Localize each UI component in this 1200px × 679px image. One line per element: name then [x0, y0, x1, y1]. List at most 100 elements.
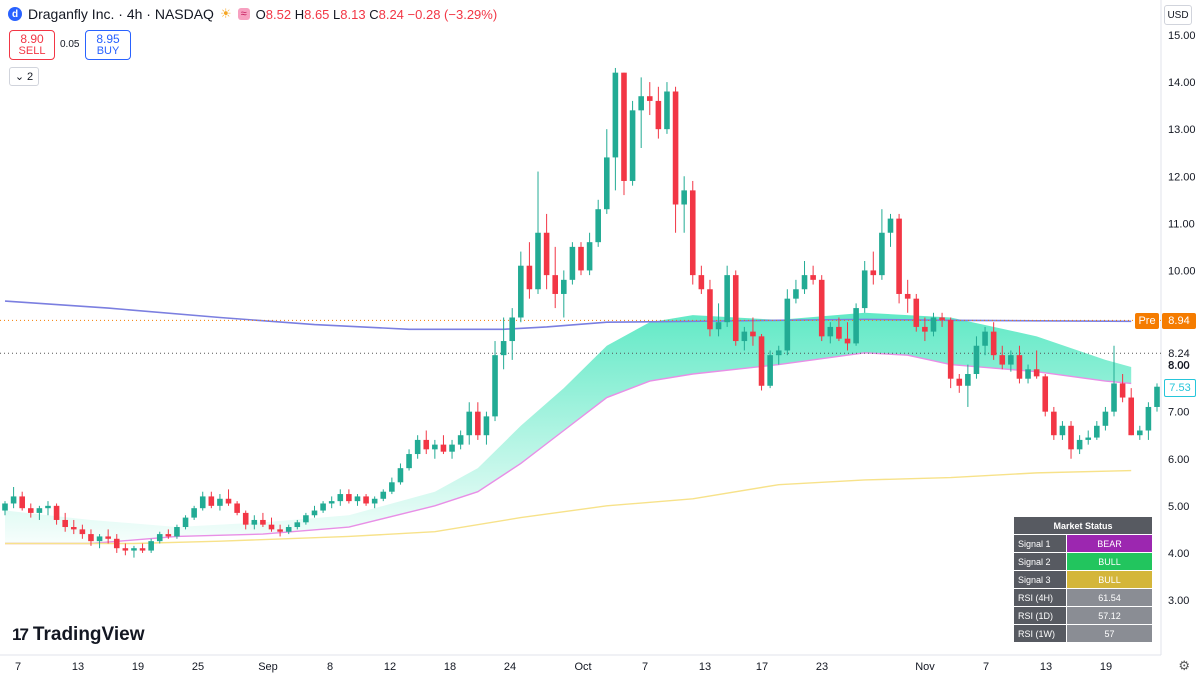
- status-value: BEAR: [1066, 534, 1153, 553]
- candle-body: [1033, 369, 1040, 377]
- x-tick-label: 13: [1040, 661, 1052, 673]
- candle-body: [552, 275, 559, 294]
- candle-body: [53, 505, 60, 520]
- tradingview-logo-icon: 17: [12, 625, 29, 644]
- candle-body: [561, 279, 567, 294]
- candle-body: [715, 322, 722, 330]
- candle-body: [595, 209, 601, 243]
- candle-body: [724, 275, 730, 323]
- candle-body: [1137, 430, 1143, 436]
- candle-body: [947, 319, 954, 379]
- y-tick-label: 11.00: [1168, 218, 1195, 230]
- indicators-collapse-button[interactable]: ⌄ 2: [9, 67, 39, 86]
- candle-body: [449, 444, 455, 452]
- candle-body: [535, 232, 541, 290]
- candle-body: [922, 326, 928, 332]
- pre-label-tag: Pre: [1135, 313, 1159, 329]
- candle-body: [767, 355, 773, 386]
- status-value: 57: [1066, 624, 1153, 643]
- candle-body: [371, 498, 378, 504]
- x-tick-label: Nov: [915, 661, 935, 673]
- candle-body: [879, 232, 885, 276]
- candle-body: [260, 519, 266, 525]
- candle-body: [208, 496, 215, 506]
- candle-body: [1102, 411, 1109, 426]
- candle-body: [956, 378, 963, 386]
- candle-body: [861, 270, 868, 309]
- x-tick-label: 24: [504, 661, 516, 673]
- candle-body: [939, 317, 945, 320]
- x-tick-label: 13: [72, 661, 84, 673]
- candle-body: [285, 527, 292, 532]
- candle-body: [887, 218, 894, 233]
- candle-body: [148, 541, 154, 551]
- chevron-down-icon: ⌄: [14, 71, 25, 83]
- candle-body: [1059, 425, 1066, 436]
- candle-body: [930, 317, 937, 332]
- symbol-title[interactable]: Draganfly Inc. · 4h · NASDAQ: [28, 6, 214, 22]
- candle-body: [1025, 369, 1031, 379]
- sell-button[interactable]: 8.90 SELL: [9, 30, 55, 60]
- candle-body: [1085, 437, 1092, 440]
- candle-body: [423, 439, 430, 450]
- candle-body: [1119, 383, 1126, 398]
- x-tick-label: 8: [327, 661, 333, 673]
- x-tick-label: 7: [983, 661, 989, 673]
- market-hours-icon[interactable]: ☀: [219, 6, 232, 21]
- candle-body: [234, 503, 240, 513]
- buy-button[interactable]: 8.95 BUY: [85, 30, 131, 60]
- candle-body: [621, 72, 627, 181]
- candle-body: [1042, 376, 1049, 412]
- indicator-wave-icon[interactable]: ≈: [237, 8, 250, 20]
- candle-body: [174, 527, 180, 537]
- tradingview-logo[interactable]: 17 TradingView: [12, 624, 145, 646]
- candle-body: [543, 232, 550, 276]
- candle-body: [242, 512, 249, 525]
- x-tick-label: 13: [699, 661, 711, 673]
- candle-body: [492, 355, 498, 417]
- last-price-tag: 8.24: [1168, 348, 1190, 360]
- open-value: 8.52: [265, 6, 292, 22]
- candle-body: [225, 498, 232, 504]
- candle-body: [569, 246, 576, 280]
- candle-body: [973, 345, 980, 374]
- high-value: 8.65: [304, 6, 330, 22]
- candle-body: [707, 289, 713, 330]
- candle-body: [681, 190, 687, 205]
- candle-body: [1128, 397, 1135, 436]
- candle-body: [965, 374, 971, 386]
- candle-body: [664, 91, 670, 130]
- currency-button[interactable]: USD: [1164, 5, 1192, 25]
- candle-body: [689, 190, 696, 276]
- brand-name: TradingView: [32, 624, 145, 645]
- status-label: RSI (1D): [1013, 606, 1067, 625]
- candle-body: [741, 331, 748, 342]
- candle-body: [698, 275, 705, 290]
- candle-body: [896, 218, 902, 294]
- x-tick-label: 7: [15, 661, 21, 673]
- candle-body: [432, 444, 438, 450]
- x-tick-label: 18: [444, 661, 456, 673]
- candle-body: [406, 454, 412, 469]
- x-tick-label: 7: [642, 661, 648, 673]
- x-tick-label: Oct: [574, 661, 591, 673]
- candle-body: [337, 494, 344, 502]
- candle-body: [870, 270, 877, 276]
- settings-gear-icon[interactable]: ⚙: [1178, 658, 1190, 673]
- candle-body: [758, 336, 765, 386]
- candle-body: [36, 508, 43, 513]
- candle-body: [982, 331, 988, 346]
- candle-body: [526, 265, 533, 290]
- candle-body: [475, 411, 481, 436]
- status-value: BULL: [1066, 552, 1153, 571]
- y-tick-label: 7.00: [1168, 407, 1189, 419]
- candle-body: [836, 326, 842, 339]
- candle-body: [414, 439, 421, 455]
- candle-body: [354, 496, 361, 502]
- candle-body: [844, 338, 851, 344]
- spread-value: 0.05: [60, 39, 80, 50]
- candle-body: [578, 246, 584, 271]
- ohlc-values: O8.52 H8.65 L8.13 C8.24 −0.28 (−3.29%): [255, 6, 498, 22]
- candle-body: [793, 289, 799, 299]
